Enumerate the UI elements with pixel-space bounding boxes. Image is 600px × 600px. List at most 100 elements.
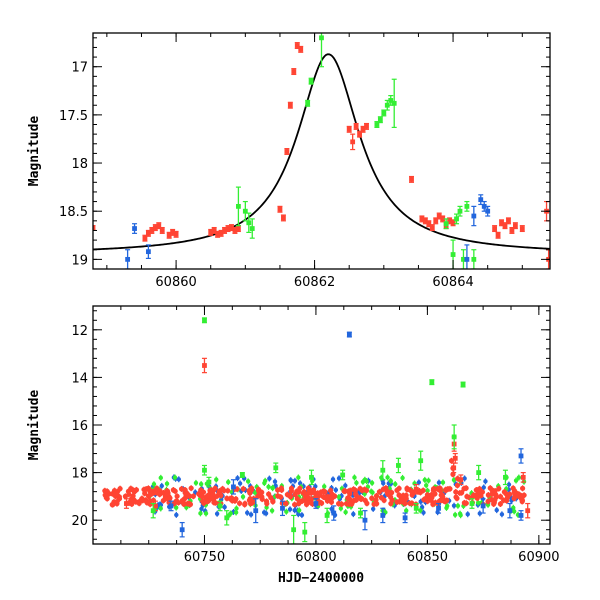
full-band-red-point: [200, 498, 206, 504]
full-green-point: [324, 513, 330, 518]
full-band-red-point: [430, 501, 436, 507]
full-x-tick-label: 60850: [407, 550, 448, 565]
full-band-green-point: [385, 475, 390, 480]
full-band-red-point: [420, 487, 426, 494]
full-band-red-point: [175, 499, 182, 506]
full-band-red-point: [453, 494, 459, 500]
full-band-red-point: [373, 493, 380, 499]
full-band-green-point: [198, 511, 203, 516]
full-band-red-point: [473, 487, 479, 493]
full-band-green-point: [284, 509, 289, 514]
full-band-red-point: [164, 488, 170, 494]
full-band-green-point: [270, 485, 275, 490]
full-band-red-point: [463, 485, 469, 491]
full-band-red-point: [485, 492, 491, 498]
full-band-blue-point: [483, 479, 488, 484]
zoom-green-point: [388, 98, 394, 103]
zoom-red-point: [502, 223, 508, 229]
full-band-green-point: [336, 494, 342, 500]
full-band-blue-point: [174, 512, 179, 518]
full-blue-point: [518, 453, 524, 459]
full-band-red-point: [187, 501, 194, 507]
zoom-red-point: [218, 230, 224, 236]
full-band-green-point: [516, 475, 522, 480]
full-band-blue-point: [159, 483, 164, 489]
zoom-red-point: [426, 221, 432, 227]
full-band-red-point: [336, 501, 342, 507]
full-band-blue-point: [477, 511, 482, 516]
zoom-red-point: [156, 223, 162, 229]
zoom-red-point: [159, 228, 165, 233]
full-band-red-point: [242, 501, 248, 508]
full-band-red-point: [487, 485, 493, 491]
zoom-red-point: [284, 149, 290, 154]
full-band-red-point: [328, 487, 334, 494]
full-band-blue-point: [421, 510, 426, 515]
zoom-y-tick-label: 17.5: [59, 109, 88, 124]
full-band-red-point: [507, 491, 513, 497]
full-band-red-point: [454, 482, 461, 489]
full-band-blue-point: [419, 504, 425, 510]
full-band-green-point: [173, 505, 179, 510]
full-band-red-point: [369, 495, 375, 501]
full-blue-point: [380, 513, 386, 518]
full-blue-point: [480, 503, 486, 509]
zoom-green-point: [242, 208, 248, 214]
full-band-red-point: [162, 496, 169, 502]
full-band-red-point: [139, 496, 145, 502]
full-band-red-point: [104, 496, 110, 502]
zoom-green-point: [236, 203, 241, 209]
full-band-red-point: [346, 501, 352, 507]
zoom-y-axis-label: Magnitude: [27, 116, 42, 187]
full-band-red-point: [255, 488, 262, 494]
full-green-point: [239, 472, 245, 478]
full-band-blue-point: [330, 477, 336, 482]
full-red-point: [202, 363, 207, 368]
full-green-point: [291, 527, 297, 533]
full-band-green-point: [322, 484, 327, 489]
full-green-point: [224, 515, 230, 521]
full-band-red-point: [198, 487, 204, 493]
full-band-blue-point: [336, 476, 342, 481]
full-band-red-point: [477, 489, 483, 495]
full-band-red-point: [519, 498, 525, 505]
full-band-red-point: [141, 486, 147, 493]
full-band-red-point: [225, 488, 231, 494]
full-band-blue-point: [451, 503, 457, 508]
full-green-point: [396, 463, 401, 468]
full-red-point: [520, 474, 526, 480]
full-band-red-point: [128, 485, 134, 492]
full-band-green-point: [393, 481, 398, 487]
full-band-red-point: [474, 495, 480, 501]
zoom-blue-point: [125, 256, 131, 262]
full-band-red-point: [448, 458, 455, 464]
full-band-red-point: [246, 497, 252, 503]
zoom-x-tick-label: 60862: [294, 275, 335, 290]
full-y-axis-label: Magnitude: [27, 390, 42, 461]
zoom-green-point: [450, 252, 456, 257]
full-band-blue-point: [370, 506, 376, 512]
full-band-red-point: [513, 493, 519, 499]
full-red-point: [458, 477, 464, 483]
full-band-blue-point: [465, 512, 470, 517]
zoom-red-point: [291, 69, 297, 74]
full-blue-point: [253, 508, 259, 514]
full-green-point: [429, 379, 435, 385]
full-band-red-point: [501, 489, 507, 495]
zoom-green-point: [305, 100, 311, 106]
full-band-green-point: [360, 479, 366, 485]
zoom-y-tick-label: 18.5: [59, 205, 88, 220]
full-band-red-point: [236, 500, 243, 506]
zoom-blue-point: [464, 256, 470, 262]
zoom-red-point: [357, 131, 362, 137]
zoom-red-point: [346, 126, 352, 132]
full-green-point: [358, 510, 363, 516]
zoom-red-point: [281, 215, 286, 221]
full-green-point: [460, 382, 466, 387]
full-band-green-point: [338, 506, 344, 511]
full-green-point: [150, 508, 156, 514]
full-band-red-point: [396, 485, 402, 492]
full-band-blue-point: [292, 508, 297, 513]
zoom-green-point: [471, 256, 477, 262]
zoom-red-point: [166, 232, 172, 238]
